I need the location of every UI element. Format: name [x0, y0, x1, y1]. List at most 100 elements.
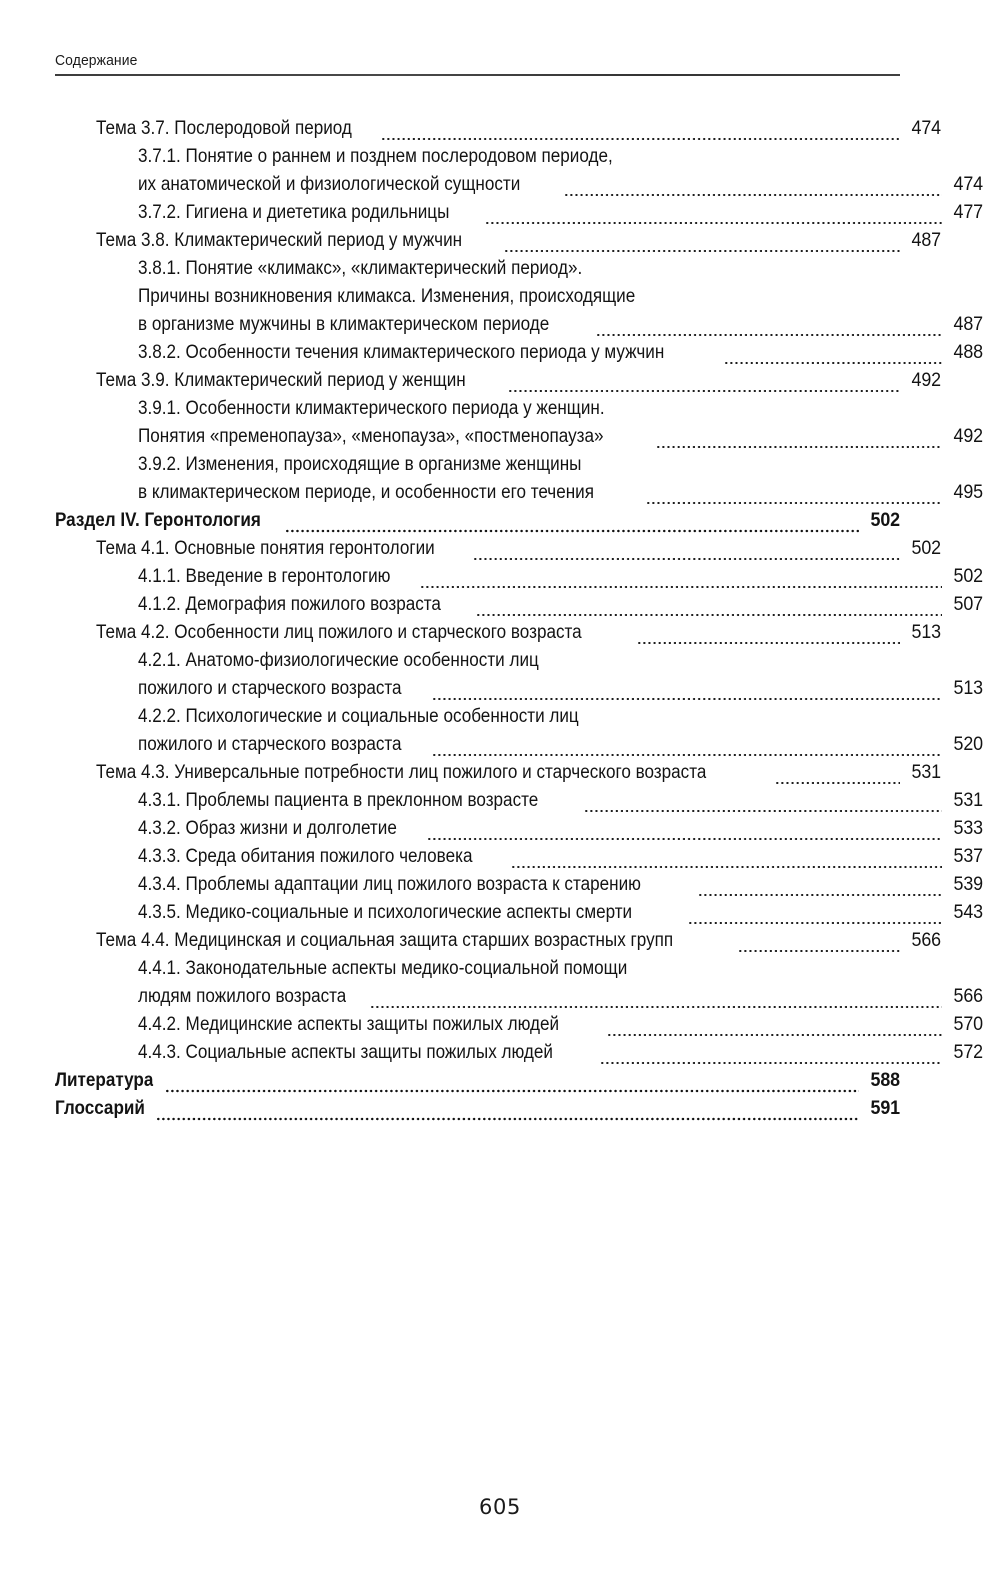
table-of-contents: Тема 3.7. Послеродовой период 474 3.7.1. П… — [55, 118, 983, 1126]
toc-entry[interactable]: Тема 4.3. Универсальные потребности лиц … — [55, 762, 941, 790]
toc-entry[interactable]: Глоссарий 591 — [55, 1098, 900, 1126]
toc-entry-label: Тема 3.9. Климактерический период у женщ… — [96, 370, 466, 391]
dot-leader — [511, 864, 942, 870]
toc-entry[interactable]: 3.9.1. Особенности климактерического пер… — [55, 398, 983, 426]
dot-leader — [739, 948, 900, 954]
toc-entry-page-number: 566 — [953, 986, 983, 1007]
dot-leader — [156, 1116, 859, 1122]
toc-entry[interactable]: 4.4.1. Законодательные аспекты медико-со… — [55, 958, 983, 986]
toc-entry-label: 4.3.3. Среда обитания пожилого человека — [138, 846, 473, 867]
toc-entry-label: 4.3.1. Проблемы пациента в преклонном во… — [138, 790, 539, 811]
dot-leader — [474, 556, 900, 562]
toc-entry-label: Тема 4.3. Универсальные потребности лиц … — [96, 762, 707, 783]
toc-entry[interactable]: Тема 3.8. Климактерический период у мужч… — [55, 230, 941, 258]
toc-entry[interactable]: 3.8.1. Понятие «климакс», «климактеричес… — [55, 258, 983, 286]
toc-entry[interactable]: Тема 4.4. Медицинская и социальная защит… — [55, 930, 941, 958]
toc-entry[interactable]: 4.2.2. Психологические и социальные особ… — [55, 706, 983, 734]
toc-entry-label: Тема 4.4. Медицинская и социальная защит… — [96, 930, 674, 951]
dot-leader — [657, 444, 942, 450]
toc-entry[interactable]: 4.1.1. Введение в геронтологию 502 — [55, 566, 983, 594]
running-header: Содержание — [55, 52, 900, 76]
toc-entry[interactable]: Раздел IV. Геронтология 502 — [55, 510, 900, 538]
toc-entry-page-number: 507 — [953, 594, 983, 615]
toc-entry[interactable]: 4.3.3. Среда обитания пожилого человека 5… — [55, 846, 983, 874]
toc-entry-page-number: 488 — [953, 342, 983, 363]
toc-entry-page-number: 474 — [953, 174, 983, 195]
toc-entry[interactable]: 4.4.2. Медицинские аспекты защиты пожилы… — [55, 1014, 983, 1042]
toc-entry-page-number: 570 — [953, 1014, 983, 1035]
toc-entry-page-number: 537 — [953, 846, 983, 867]
toc-entry[interactable]: Литература 588 — [55, 1070, 900, 1098]
toc-entry[interactable]: 3.7.2. Гигиена и диететика родильницы 477 — [55, 202, 983, 230]
toc-entry-page-number: 477 — [953, 202, 983, 223]
toc-entry-label: 3.8.1. Понятие «климакс», «климактеричес… — [138, 258, 583, 279]
toc-entry[interactable]: 4.3.4. Проблемы адаптации лиц пожилого в… — [55, 874, 983, 902]
dot-leader — [584, 808, 942, 814]
toc-entry[interactable]: Тема 4.2. Особенности лиц пожилого и ста… — [55, 622, 941, 650]
dot-leader — [420, 584, 942, 590]
toc-entry[interactable]: 4.4.3. Социальные аспекты защиты пожилых… — [55, 1042, 983, 1070]
toc-entry-label: 4.4.1. Законодательные аспекты медико-со… — [138, 958, 628, 979]
toc-entry[interactable]: 4.2.1. Анатомо-физиологические особеннос… — [55, 650, 983, 678]
toc-entry[interactable]: 4.3.5. Медико-социальные и психологическ… — [55, 902, 983, 930]
dot-leader — [476, 612, 942, 618]
toc-entry[interactable]: 3.9.2. Изменения, происходящие в организ… — [55, 454, 983, 482]
toc-entry-label: Литература — [55, 1070, 154, 1091]
toc-entry[interactable]: 3.8.2. Особенности течения климактеричес… — [55, 342, 983, 370]
toc-entry-page-number: 502 — [870, 510, 900, 531]
toc-entry[interactable]: Понятия «пременопауза», «менопауза», «по… — [55, 426, 983, 454]
toc-entry[interactable]: Тема 4.1. Основные понятия геронтологии 5… — [55, 538, 941, 566]
toc-entry-label: 3.9.1. Особенности климактерического пер… — [138, 398, 605, 419]
toc-entry-page-number: 513 — [911, 622, 941, 643]
toc-entry-label: 4.2.1. Анатомо-физиологические особеннос… — [138, 650, 539, 671]
toc-entry-page-number: 474 — [911, 118, 941, 139]
toc-entry-label: в организме мужчины в климактерическом п… — [138, 314, 550, 335]
toc-entry-label: пожилого и старческого возраста — [138, 678, 402, 699]
toc-entry-page-number: 492 — [953, 426, 983, 447]
toc-entry[interactable]: 4.3.1. Проблемы пациента в преклонном во… — [55, 790, 983, 818]
dot-leader — [698, 892, 942, 898]
dot-leader — [601, 1060, 942, 1066]
toc-entry-label: 4.4.2. Медицинские аспекты защиты пожилы… — [138, 1014, 560, 1035]
toc-entry[interactable]: 3.7.1. Понятие о раннем и позднем послер… — [55, 146, 983, 174]
dot-leader — [508, 388, 900, 394]
toc-entry-page-number: 591 — [870, 1098, 900, 1119]
toc-entry-label: 3.9.2. Изменения, происходящие в организ… — [138, 454, 582, 475]
toc-entry-page-number: 513 — [953, 678, 983, 699]
toc-entry[interactable]: в климактерическом периоде, и особенност… — [55, 482, 983, 510]
toc-entry-label: Тема 4.2. Особенности лиц пожилого и ста… — [96, 622, 582, 643]
toc-entry-label: 3.7.1. Понятие о раннем и позднем послер… — [138, 146, 613, 167]
dot-leader — [504, 248, 900, 254]
dot-leader — [607, 1032, 942, 1038]
toc-entry-label: в климактерическом периоде, и особенност… — [138, 482, 594, 503]
toc-entry[interactable]: людям пожилого возраста 566 — [55, 986, 983, 1014]
toc-entry[interactable]: Причины возникновения климакса. Изменени… — [55, 286, 983, 314]
header-title: Содержание — [55, 52, 138, 69]
dot-leader — [432, 696, 942, 702]
header-rule — [55, 74, 900, 76]
toc-entry[interactable]: в организме мужчины в климактерическом п… — [55, 314, 983, 342]
toc-entry-label: пожилого и старческого возраста — [138, 734, 402, 755]
toc-entry[interactable]: пожилого и старческого возраста 513 — [55, 678, 983, 706]
dot-leader — [564, 192, 942, 198]
toc-entry-page-number: 588 — [870, 1070, 900, 1091]
toc-entry[interactable]: 4.3.2. Образ жизни и долголетие 533 — [55, 818, 983, 846]
toc-entry-label: Тема 3.7. Послеродовой период — [96, 118, 352, 139]
toc-entry[interactable]: Тема 3.9. Климактерический период у женщ… — [55, 370, 941, 398]
dot-leader — [486, 220, 942, 226]
toc-entry-label: Причины возникновения климакса. Изменени… — [138, 286, 636, 307]
toc-entry[interactable]: пожилого и старческого возраста 520 — [55, 734, 983, 762]
dot-leader — [637, 640, 900, 646]
toc-entry-page-number: 566 — [911, 930, 941, 951]
toc-entry-label: 3.8.2. Особенности течения климактеричес… — [138, 342, 665, 363]
toc-entry-page-number: 487 — [911, 230, 941, 251]
toc-entry[interactable]: их анатомической и физиологической сущно… — [55, 174, 983, 202]
toc-entry-label: Понятия «пременопауза», «менопауза», «по… — [138, 426, 604, 447]
dot-leader — [596, 332, 942, 338]
toc-entry[interactable]: 4.1.2. Демография пожилого возраста 507 — [55, 594, 983, 622]
toc-entry[interactable]: Тема 3.7. Послеродовой период 474 — [55, 118, 941, 146]
toc-entry-page-number: 572 — [953, 1042, 983, 1063]
dot-leader — [724, 360, 942, 366]
toc-entry-page-number: 531 — [911, 762, 941, 783]
